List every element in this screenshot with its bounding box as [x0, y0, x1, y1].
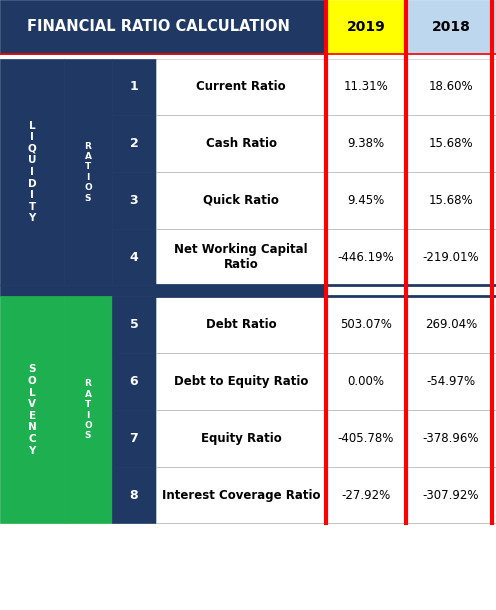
FancyBboxPatch shape [326, 115, 406, 172]
FancyBboxPatch shape [326, 229, 406, 285]
FancyBboxPatch shape [406, 467, 496, 523]
Text: 2: 2 [129, 137, 138, 150]
Text: 18.60%: 18.60% [429, 81, 473, 93]
Text: 9.38%: 9.38% [348, 137, 384, 150]
Text: 15.68%: 15.68% [429, 194, 473, 207]
FancyBboxPatch shape [326, 467, 406, 523]
Text: Current Ratio: Current Ratio [196, 81, 286, 93]
Text: 8: 8 [129, 489, 138, 501]
FancyBboxPatch shape [0, 296, 64, 523]
Text: FINANCIAL RATIO CALCULATION: FINANCIAL RATIO CALCULATION [27, 20, 290, 34]
FancyBboxPatch shape [406, 296, 496, 353]
FancyBboxPatch shape [326, 410, 406, 467]
Text: 3: 3 [129, 194, 138, 207]
FancyBboxPatch shape [406, 353, 496, 410]
FancyBboxPatch shape [0, 0, 326, 54]
FancyBboxPatch shape [156, 229, 326, 285]
FancyBboxPatch shape [112, 296, 156, 353]
FancyBboxPatch shape [406, 0, 496, 54]
Text: L
I
Q
U
I
D
I
T
Y: L I Q U I D I T Y [28, 121, 37, 223]
Text: 15.68%: 15.68% [429, 137, 473, 150]
Text: -307.92%: -307.92% [423, 489, 479, 501]
Text: -378.96%: -378.96% [423, 432, 479, 445]
FancyBboxPatch shape [112, 172, 156, 229]
FancyBboxPatch shape [112, 59, 156, 115]
FancyBboxPatch shape [64, 59, 112, 285]
Text: 11.31%: 11.31% [344, 81, 388, 93]
Text: 6: 6 [129, 375, 138, 388]
Text: 0.00%: 0.00% [348, 375, 384, 388]
FancyBboxPatch shape [406, 229, 496, 285]
FancyBboxPatch shape [326, 172, 406, 229]
FancyBboxPatch shape [0, 285, 326, 296]
FancyBboxPatch shape [64, 296, 112, 523]
FancyBboxPatch shape [156, 410, 326, 467]
Text: 2018: 2018 [432, 20, 470, 34]
Text: -446.19%: -446.19% [338, 251, 394, 264]
Text: Debt to Equity Ratio: Debt to Equity Ratio [174, 375, 309, 388]
Text: 269.04%: 269.04% [425, 318, 477, 331]
Text: 2019: 2019 [347, 20, 385, 34]
FancyBboxPatch shape [112, 115, 156, 172]
FancyBboxPatch shape [112, 229, 156, 285]
FancyBboxPatch shape [112, 353, 156, 410]
Text: Cash Ratio: Cash Ratio [206, 137, 277, 150]
Text: Debt Ratio: Debt Ratio [206, 318, 277, 331]
Text: R
A
T
I
O
S: R A T I O S [84, 142, 92, 203]
FancyBboxPatch shape [156, 296, 326, 353]
Text: 1: 1 [129, 81, 138, 93]
Text: 7: 7 [129, 432, 138, 445]
FancyBboxPatch shape [326, 296, 406, 353]
FancyBboxPatch shape [406, 410, 496, 467]
FancyBboxPatch shape [112, 467, 156, 523]
FancyBboxPatch shape [156, 353, 326, 410]
FancyBboxPatch shape [326, 0, 406, 54]
Text: Quick Ratio: Quick Ratio [203, 194, 279, 207]
FancyBboxPatch shape [156, 59, 326, 115]
FancyBboxPatch shape [406, 115, 496, 172]
FancyBboxPatch shape [406, 59, 496, 115]
FancyBboxPatch shape [156, 467, 326, 523]
Text: 503.07%: 503.07% [340, 318, 392, 331]
Text: 5: 5 [129, 318, 138, 331]
FancyBboxPatch shape [326, 59, 406, 115]
FancyBboxPatch shape [156, 115, 326, 172]
FancyBboxPatch shape [326, 353, 406, 410]
FancyBboxPatch shape [406, 172, 496, 229]
Text: -405.78%: -405.78% [338, 432, 394, 445]
Text: 9.45%: 9.45% [347, 194, 385, 207]
FancyBboxPatch shape [156, 172, 326, 229]
Text: 4: 4 [129, 251, 138, 264]
Text: -219.01%: -219.01% [423, 251, 479, 264]
Text: -27.92%: -27.92% [341, 489, 391, 501]
Text: Equity Ratio: Equity Ratio [201, 432, 282, 445]
FancyBboxPatch shape [112, 410, 156, 467]
Text: R
A
T
I
O
S: R A T I O S [84, 379, 92, 440]
Text: Interest Coverage Ratio: Interest Coverage Ratio [162, 489, 320, 501]
Text: Net Working Capital
Ratio: Net Working Capital Ratio [175, 243, 308, 271]
FancyBboxPatch shape [0, 59, 64, 285]
Text: S
O
L
V
E
N
C
Y: S O L V E N C Y [28, 364, 37, 456]
Text: -54.97%: -54.97% [426, 375, 476, 388]
